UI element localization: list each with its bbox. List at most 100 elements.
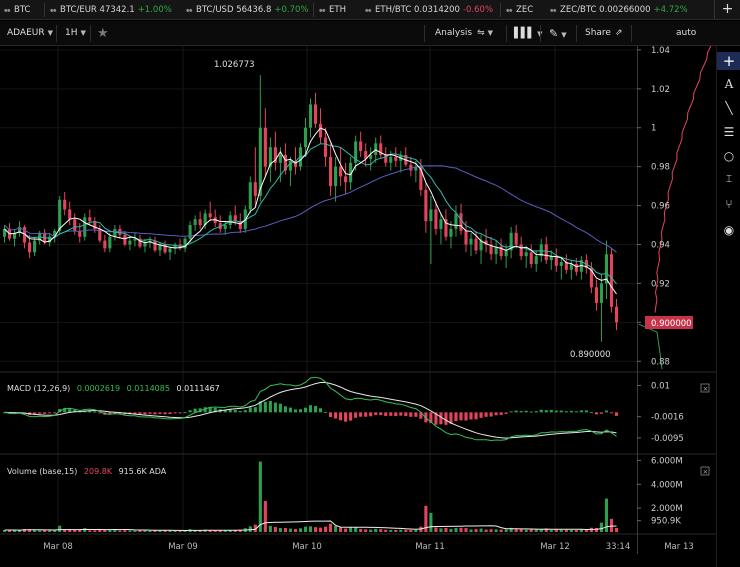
macd-histogram-bar bbox=[33, 412, 37, 415]
volume-bar bbox=[399, 529, 403, 532]
volume-bar bbox=[113, 530, 117, 532]
ma-slow-line bbox=[4, 165, 617, 253]
macd-histogram-bar bbox=[43, 412, 47, 414]
candle-body bbox=[614, 306, 619, 323]
candle-body bbox=[238, 221, 242, 229]
volume-bar bbox=[414, 529, 418, 532]
candle-body bbox=[278, 154, 282, 163]
volume-bar bbox=[38, 530, 42, 532]
measure-icon[interactable]: ⌶ bbox=[726, 174, 732, 185]
candle-body bbox=[268, 147, 272, 167]
fork-icon[interactable]: ⑂ bbox=[725, 197, 733, 211]
volume-bar bbox=[504, 529, 508, 532]
ticker-item-zec[interactable]: ⦁⦁ ZEC bbox=[506, 0, 533, 19]
crosshair-plus-icon[interactable]: + bbox=[717, 52, 740, 70]
volume-bar bbox=[218, 530, 222, 532]
volume-bar bbox=[379, 529, 383, 532]
macd-histogram-bar bbox=[499, 412, 503, 415]
macd-histogram-bar bbox=[163, 412, 167, 415]
y-axis-label: 0.88 bbox=[651, 357, 670, 367]
macd-histogram-bar bbox=[429, 412, 433, 424]
volume-bar bbox=[63, 529, 67, 532]
volume-bar bbox=[374, 528, 378, 532]
volume-bar bbox=[339, 527, 343, 532]
volume-bar bbox=[313, 527, 318, 532]
volume-bar bbox=[469, 529, 473, 532]
volume-bar bbox=[168, 530, 172, 532]
macd-histogram-bar bbox=[494, 412, 498, 416]
interval-selector[interactable]: 1H ▼ bbox=[65, 21, 86, 46]
candle-body bbox=[334, 166, 338, 187]
pair-selector[interactable]: ADAEUR ▼ bbox=[7, 21, 53, 46]
interval-label: 1H bbox=[65, 28, 78, 38]
star-icon[interactable]: ★ bbox=[97, 26, 109, 41]
text-icon[interactable]: A bbox=[724, 77, 734, 91]
volume-value: 915.6K ADA bbox=[119, 467, 167, 476]
circle-icon[interactable]: ○ bbox=[723, 149, 735, 163]
macd-histogram-bar bbox=[178, 412, 182, 414]
divider bbox=[500, 3, 501, 17]
analysis-button[interactable]: Analysis ⇋ ▼ bbox=[435, 21, 493, 46]
macd-histogram-bar bbox=[414, 412, 418, 417]
candle-body bbox=[459, 213, 463, 231]
macd-histogram-bar bbox=[188, 410, 192, 413]
macd-histogram-bar bbox=[404, 412, 408, 417]
macd-histogram-bar bbox=[469, 412, 473, 420]
macd-histogram-bar bbox=[399, 412, 403, 416]
candle-body bbox=[549, 256, 553, 261]
ticker-item-eth[interactable]: ⦁⦁ ETH bbox=[319, 0, 346, 19]
candle-body bbox=[228, 215, 232, 226]
candle-body bbox=[63, 199, 67, 210]
horizontal-lines-icon[interactable]: ☰ bbox=[723, 125, 735, 139]
volume-bar bbox=[288, 528, 292, 532]
ticker-item-zecbtc[interactable]: ⦁⦁ ZEC/BTC 0.00266000 +4.72% bbox=[550, 0, 688, 19]
volume-bar bbox=[529, 529, 533, 532]
macd-histogram-bar bbox=[504, 412, 508, 414]
candle-body bbox=[253, 182, 257, 196]
ticker-icon: ⦁⦁ bbox=[550, 6, 557, 14]
candle-body bbox=[589, 267, 593, 288]
candles[interactable] bbox=[2, 75, 619, 342]
volume-bar bbox=[148, 530, 152, 532]
close-macd-button[interactable] bbox=[700, 383, 710, 393]
candle-body bbox=[384, 154, 388, 163]
y-axis-label: 0.94 bbox=[651, 241, 670, 251]
volume-bar bbox=[173, 530, 177, 532]
volume-bar bbox=[228, 529, 232, 532]
ticker-symbol: ETH bbox=[329, 5, 346, 15]
ticker-item-btcusd[interactable]: ⦁⦁ BTC/USD 56436.8 +0.70% bbox=[186, 0, 309, 19]
close-volume-button[interactable] bbox=[700, 466, 710, 476]
ticker-item-ethbtc[interactable]: ⦁⦁ ETH/BTC 0.0314200 -0.60% bbox=[365, 0, 494, 19]
chart-type-button[interactable]: ▌▌▌▼ bbox=[514, 21, 542, 46]
ticker-change: -0.60% bbox=[462, 5, 494, 15]
volume-bar bbox=[394, 529, 398, 532]
volume-bar bbox=[123, 530, 127, 532]
volume-bar bbox=[103, 530, 107, 532]
eye-icon[interactable]: ◉ bbox=[723, 223, 735, 237]
candle-body bbox=[168, 248, 172, 253]
share-button[interactable]: Share ⇗ bbox=[585, 21, 623, 46]
depth-curve bbox=[638, 46, 712, 370]
chevron-down-icon: ▼ bbox=[80, 29, 86, 37]
chart-area[interactable]: Mar 08 Mar 09 Mar 10 Mar 11 Mar 12 33:14 Mar 1… bbox=[0, 46, 716, 567]
macd-histogram-bar bbox=[514, 410, 518, 413]
candle-body bbox=[569, 263, 573, 270]
ticker-change: +0.70% bbox=[274, 5, 309, 15]
volume-label: Volume (base,15) bbox=[7, 467, 77, 476]
volume-bar bbox=[298, 528, 303, 532]
scale-mode-button[interactable]: auto bbox=[676, 21, 696, 46]
volume-bar bbox=[68, 529, 72, 532]
trendline-icon[interactable]: ╲ bbox=[725, 101, 733, 115]
draw-button[interactable]: ✎ ▼ bbox=[549, 21, 567, 46]
ticker-item-btc[interactable]: ⦁⦁ BTC bbox=[4, 0, 30, 19]
ticker-symbol: BTC/USD bbox=[196, 5, 234, 15]
volume-bar bbox=[434, 527, 438, 532]
ticker-symbol: BTC/EUR bbox=[60, 5, 97, 15]
candle-body bbox=[143, 242, 147, 247]
add-ticker-button[interactable]: + bbox=[714, 0, 740, 19]
ticker-item-btceur[interactable]: ⦁⦁ BTC/EUR 47342.1 +1.00% bbox=[50, 0, 172, 19]
macd-label: MACD (12,26,9) bbox=[7, 384, 70, 393]
macd-histogram-bar bbox=[419, 412, 423, 419]
macd-histogram-bar bbox=[233, 409, 237, 413]
candle-body bbox=[504, 250, 508, 257]
